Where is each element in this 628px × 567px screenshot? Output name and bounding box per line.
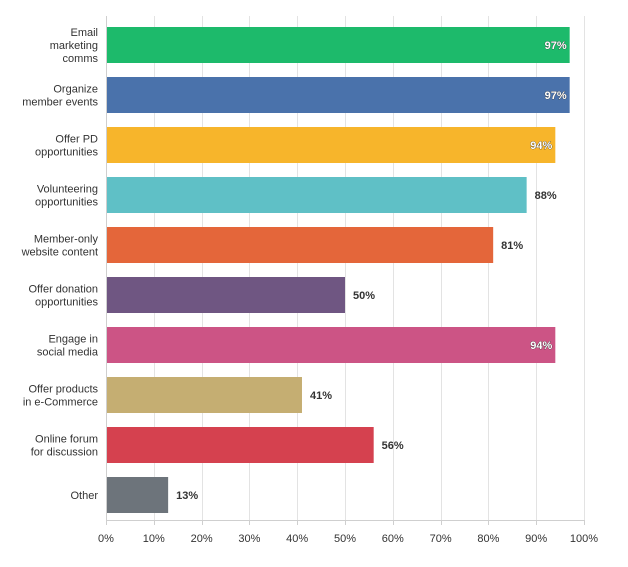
bar bbox=[107, 277, 345, 313]
data-label: 81% bbox=[501, 240, 523, 252]
data-label: 41% bbox=[310, 390, 332, 402]
category-label: social media bbox=[37, 347, 99, 359]
category-label: Email bbox=[70, 27, 98, 39]
x-tick-label: 20% bbox=[191, 533, 213, 545]
x-tick-label: 40% bbox=[286, 533, 308, 545]
category-label: opportunities bbox=[35, 147, 98, 159]
data-label: 97% bbox=[545, 40, 567, 52]
x-tick-label: 10% bbox=[143, 533, 165, 545]
bar bbox=[107, 27, 570, 63]
x-tick-label: 50% bbox=[334, 533, 356, 545]
bar bbox=[107, 327, 556, 363]
category-label: in e-Commerce bbox=[23, 397, 98, 409]
x-tick-label: 100% bbox=[570, 533, 598, 545]
bar bbox=[107, 227, 494, 263]
bar bbox=[107, 427, 374, 463]
category-label: Offer PD bbox=[55, 134, 98, 146]
category-label: member events bbox=[22, 97, 98, 109]
category-label: opportunities bbox=[35, 197, 98, 209]
x-tick-label: 60% bbox=[382, 533, 404, 545]
data-label: 97% bbox=[545, 90, 567, 102]
bar bbox=[107, 77, 570, 113]
data-label: 94% bbox=[530, 340, 552, 352]
data-label: 13% bbox=[176, 490, 198, 502]
category-label: Engage in bbox=[48, 334, 98, 346]
bar bbox=[107, 127, 556, 163]
category-label: for discussion bbox=[31, 447, 98, 459]
x-tick-label: 90% bbox=[525, 533, 547, 545]
category-label: website content bbox=[21, 247, 98, 259]
data-label: 50% bbox=[353, 290, 375, 302]
category-label: Member-only bbox=[34, 234, 99, 246]
category-label: Offer donation bbox=[28, 284, 98, 296]
data-label: 94% bbox=[530, 140, 552, 152]
category-label: Offer products bbox=[29, 384, 99, 396]
bar bbox=[107, 477, 169, 513]
x-tick-label: 30% bbox=[238, 533, 260, 545]
x-tick-label: 80% bbox=[477, 533, 499, 545]
category-label: Online forum bbox=[35, 434, 98, 446]
data-label: 56% bbox=[382, 440, 404, 452]
category-label: Volunteering bbox=[37, 184, 98, 196]
bar bbox=[107, 177, 527, 213]
category-label: Organize bbox=[53, 84, 98, 96]
x-tick-label: 70% bbox=[430, 533, 452, 545]
x-tick-label: 0% bbox=[98, 533, 114, 545]
category-label: comms bbox=[63, 53, 99, 65]
data-label: 88% bbox=[535, 190, 557, 202]
category-label: marketing bbox=[50, 40, 98, 52]
category-label: opportunities bbox=[35, 297, 98, 309]
category-label: Other bbox=[70, 490, 98, 502]
bar bbox=[107, 377, 302, 413]
